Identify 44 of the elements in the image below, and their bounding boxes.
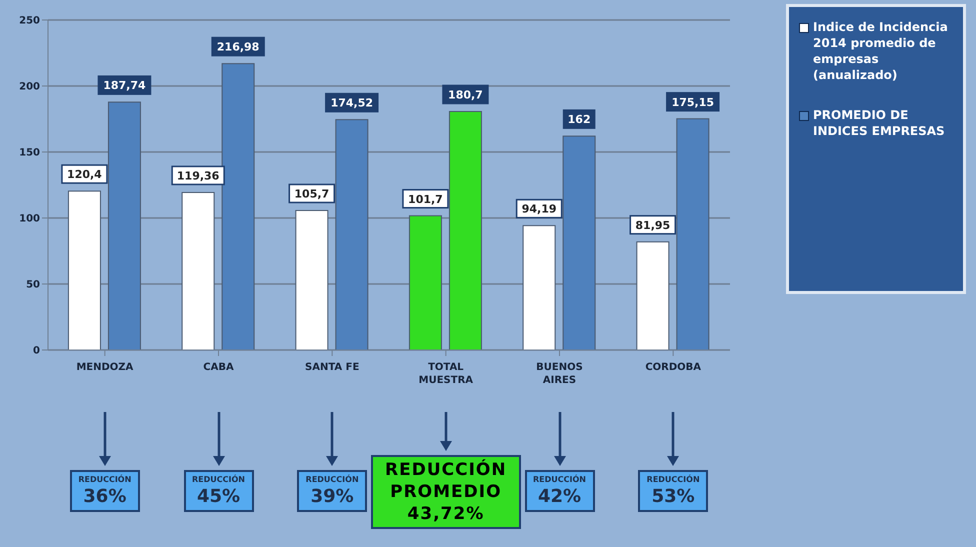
legend-label: Indice de Incidencia 2014 promedio de empresas (anualizado) <box>813 19 949 83</box>
bar <box>222 63 255 350</box>
data-label: 175,15 <box>672 96 714 109</box>
text: REDUCCIÓN 39% <box>304 474 360 508</box>
data-label: 174,52 <box>330 96 374 110</box>
y-tick-label: 150 <box>19 148 40 159</box>
data-label: 180,7 <box>448 88 483 102</box>
x-tick-label: BUENOS AIRES <box>536 362 583 386</box>
x-tick-label: TOTAL MUESTRA <box>418 362 474 386</box>
y-tick-label: 100 <box>19 214 40 225</box>
y-tick-label: 50 <box>26 280 40 291</box>
bar <box>295 210 328 350</box>
y-tick-label: 250 <box>19 16 40 27</box>
bar <box>636 241 670 350</box>
bar <box>108 102 141 350</box>
data-label: 216,98 <box>216 40 260 54</box>
data-label: 105,7 <box>294 187 330 200</box>
data-label: 101,7 <box>408 192 443 206</box>
data-label: 187,74 <box>103 79 146 92</box>
text: REDUCCIÓN 53% <box>646 474 701 508</box>
x-tick-label: SANTA FE <box>305 362 360 373</box>
bar <box>182 192 215 350</box>
data-label: 119,36 <box>176 169 220 182</box>
data-label: 162 <box>568 113 591 126</box>
bar <box>335 119 368 350</box>
text: REDUCCIÓN PROMEDIO 43,72% <box>384 459 508 525</box>
data-label: 81,95 <box>635 218 670 232</box>
bar <box>676 118 710 350</box>
x-tick-label: CORDOBA <box>645 362 702 373</box>
y-tick-label: 0 <box>33 346 40 357</box>
bar <box>448 110 482 350</box>
text: REDUCCIÓN 42% <box>532 474 587 508</box>
bar <box>562 136 596 350</box>
x-tick-label: MENDOZA <box>76 362 134 373</box>
data-label: 94,19 <box>522 202 557 216</box>
data-label: 120,4 <box>67 168 102 182</box>
y-tick-label: 200 <box>19 82 40 93</box>
bar <box>522 225 556 350</box>
legend-label: PROMEDIO DE INDICES EMPRESAS <box>813 107 946 139</box>
text: REDUCCIÓN 45% <box>191 474 246 508</box>
bar <box>68 190 101 350</box>
text: REDUCCIÓN 36% <box>77 474 132 508</box>
bar <box>408 215 442 350</box>
x-tick-label: CABA <box>203 362 234 373</box>
